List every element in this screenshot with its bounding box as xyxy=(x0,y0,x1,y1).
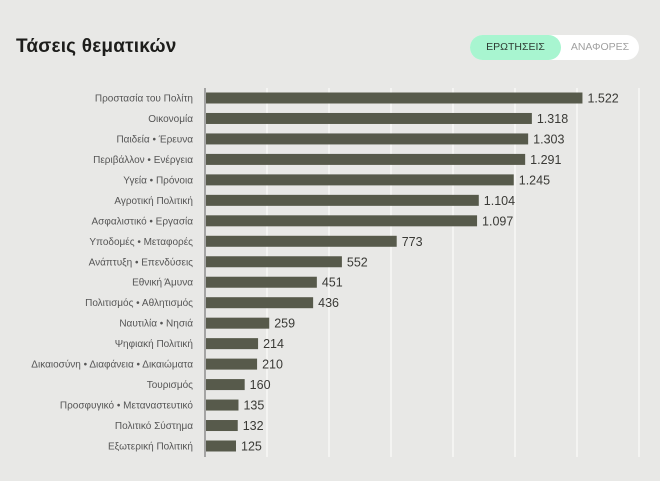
value-label: 436 xyxy=(318,296,339,310)
category-label: Εθνική Άμυνα xyxy=(132,277,193,289)
category-label: Ασφαλιστικό • Εργασία xyxy=(92,215,194,227)
value-label: 125 xyxy=(241,439,262,453)
category-label: Υγεία • Πρόνοια xyxy=(123,174,193,186)
bar xyxy=(206,317,270,329)
category-label: Οικονομία xyxy=(148,113,193,125)
category-label: Παιδεία • Έρευνα xyxy=(116,133,193,145)
category-label: Πολιτισμός • Αθλητισμός xyxy=(85,297,193,309)
bar xyxy=(206,194,479,206)
value-label: 132 xyxy=(243,419,264,433)
category-label: Προστασία του Πολίτη xyxy=(95,93,193,105)
bar xyxy=(206,399,239,411)
value-label: 135 xyxy=(243,399,264,413)
bar xyxy=(206,276,317,288)
bar xyxy=(206,235,397,247)
tab-reports[interactable]: ΑΝΑΦΟΡΕΣ xyxy=(570,41,630,53)
dataset-toggle: ΕΡΩΤΗΣΕΙΣ ΑΝΑΦΟΡΕΣ xyxy=(470,35,639,60)
value-label: 214 xyxy=(263,337,284,351)
category-label: Υποδομές • Μεταφορές xyxy=(89,236,193,248)
category-label: Περιβάλλον • Ενέργεια xyxy=(93,154,193,166)
value-label: 1.097 xyxy=(482,214,513,228)
value-label: 1.104 xyxy=(484,194,515,208)
category-label: Ναυτιλία • Νησιά xyxy=(119,318,193,330)
value-label: 552 xyxy=(347,255,368,269)
value-label: 773 xyxy=(402,235,423,249)
bar xyxy=(206,112,532,124)
bar xyxy=(206,338,259,350)
value-label: 259 xyxy=(274,317,295,331)
category-label: Τουρισμός xyxy=(147,379,193,391)
value-label: 1.318 xyxy=(537,112,568,126)
bar xyxy=(206,440,236,452)
bar xyxy=(206,92,583,104)
bar xyxy=(206,174,514,186)
value-label: 451 xyxy=(322,276,343,290)
category-label: Προσφυγικό • Μεταναστευτικό xyxy=(60,400,194,412)
bar xyxy=(206,256,342,268)
bar xyxy=(206,379,245,391)
category-label: Ψηφιακή Πολιτική xyxy=(115,338,193,350)
value-label: 1.291 xyxy=(530,153,561,167)
bar xyxy=(206,215,478,227)
category-label: Αγροτική Πολιτική xyxy=(114,195,193,207)
category-label: Εξωτερική Πολιτική xyxy=(108,440,193,452)
bar xyxy=(206,420,238,432)
page-title: Τάσεις θεματικών xyxy=(16,36,177,57)
bar xyxy=(206,133,529,145)
category-label: Πολιτικό Σύστημα xyxy=(115,420,193,432)
bar xyxy=(206,358,258,370)
category-label: Ανάπτυξη • Επενδύσεις xyxy=(89,256,194,268)
value-label: 160 xyxy=(250,378,271,392)
value-label: 1.245 xyxy=(519,173,550,187)
tab-questions[interactable]: ΕΡΩΤΗΣΕΙΣ xyxy=(470,35,561,60)
value-label: 1.522 xyxy=(587,92,618,106)
bar xyxy=(206,153,526,165)
bar xyxy=(206,297,314,309)
category-label: Δικαιοσύνη • Διαφάνεια • Δικαιώματα xyxy=(31,359,193,371)
value-label: 1.303 xyxy=(533,132,564,146)
value-label: 210 xyxy=(262,358,283,372)
